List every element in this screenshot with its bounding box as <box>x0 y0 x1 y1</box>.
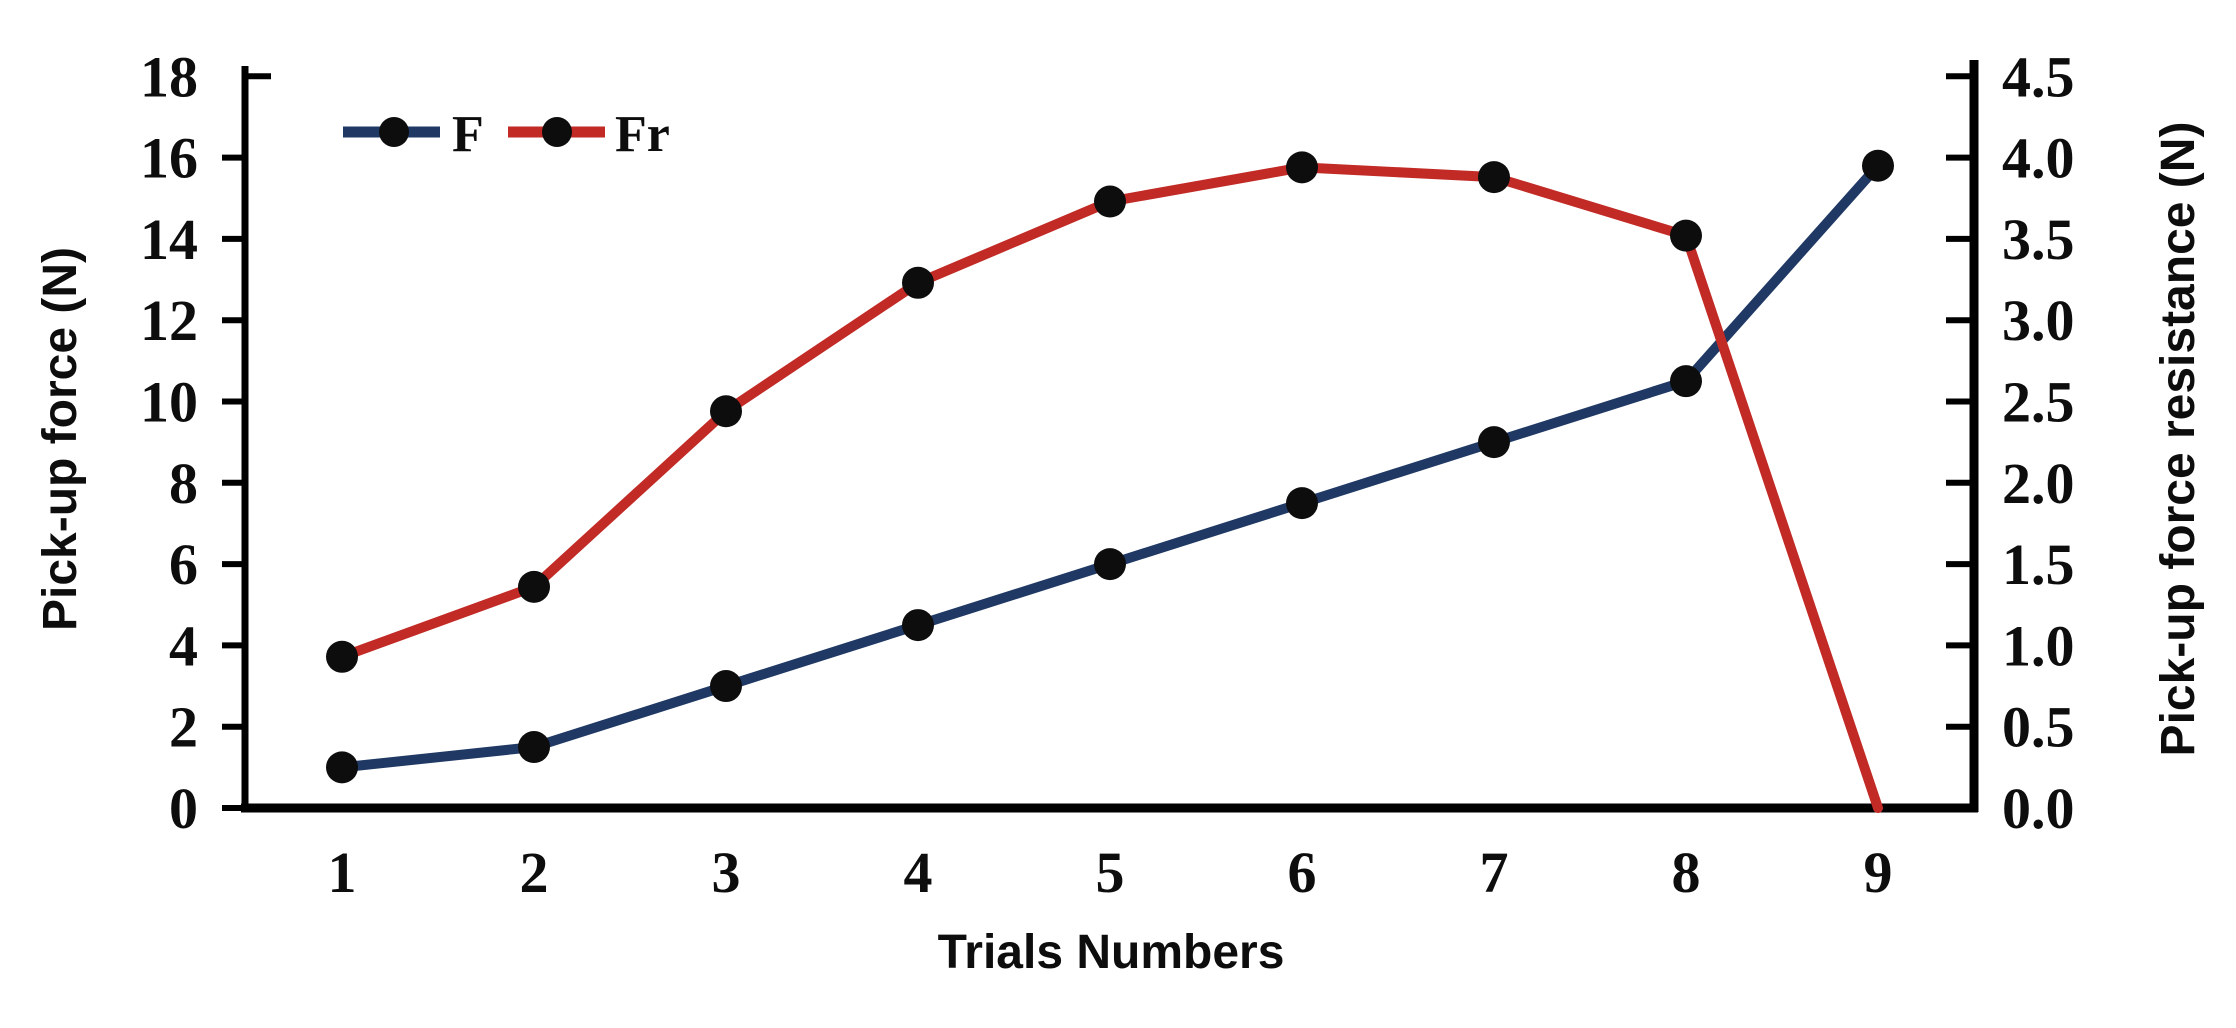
data-point-f-trial-5 <box>1094 548 1126 581</box>
data-point-f-trial-8 <box>1670 365 1702 398</box>
left-axis-tick-label: 0 <box>169 776 198 841</box>
series-group <box>326 149 1894 813</box>
axes-group <box>241 60 1979 813</box>
x-axis-tick-label: 1 <box>328 840 357 905</box>
right-axis-title: Pick-up force resistance (N) <box>2152 122 2205 757</box>
right-axis-tick-label: 4.5 <box>2002 44 2075 109</box>
x-axis-tick-label: 2 <box>520 840 549 905</box>
data-point-fr-trial-8 <box>1670 219 1702 252</box>
data-point-f-trial-3 <box>710 670 742 703</box>
x-axis-tick-label: 5 <box>1096 840 1125 905</box>
ticks-group <box>222 73 1974 811</box>
x-axis-tick-label: 4 <box>904 840 933 905</box>
left-axis-tick-label: 10 <box>140 370 198 435</box>
data-point-fr-trial-2 <box>518 570 550 603</box>
data-point-f-trial-7 <box>1478 426 1510 459</box>
right-axis-tick-label: 2.0 <box>2002 451 2075 516</box>
x-axis-tick-label: 6 <box>1288 840 1317 905</box>
left-axis-title: Pick-up force (N) <box>34 247 87 631</box>
data-point-fr-trial-7 <box>1478 161 1510 194</box>
legend-label-f: F <box>452 106 484 163</box>
left-axis-tick-label: 6 <box>169 532 198 597</box>
data-point-f-trial-6 <box>1286 487 1318 520</box>
tick-labels-group: 0246810121416180.00.51.01.52.02.53.03.54… <box>140 44 2075 905</box>
right-axis-tick-label: 0.0 <box>2002 776 2075 841</box>
right-axis-tick-label: 1.5 <box>2002 532 2075 597</box>
right-axis-tick-label: 1.0 <box>2002 613 2075 678</box>
right-axis-tick-label: 3.5 <box>2002 207 2075 272</box>
right-axis-tick-label: 0.5 <box>2002 695 2075 760</box>
left-axis-tick-label: 12 <box>140 288 198 353</box>
left-axis-tick-label: 2 <box>169 695 198 760</box>
right-axis-tick-label: 2.5 <box>2002 370 2075 435</box>
left-axis-tick-label: 4 <box>169 613 198 678</box>
data-point-fr-trial-5 <box>1094 185 1126 218</box>
data-point-fr-trial-3 <box>710 395 742 428</box>
legend-marker-f <box>379 117 409 147</box>
left-axis-tick-label: 14 <box>140 207 198 272</box>
x-axis-title: Trials Numbers <box>938 926 1285 979</box>
legend-marker-fr <box>542 117 572 147</box>
data-point-fr-trial-1 <box>326 640 358 673</box>
x-axis-tick-label: 9 <box>1864 840 1893 905</box>
legend-label-fr: Fr <box>615 106 670 163</box>
series-line-f <box>337 160 1883 773</box>
x-axis-tick-label: 8 <box>1672 840 1701 905</box>
data-point-fr-trial-6 <box>1286 151 1318 184</box>
right-axis-tick-label: 4.0 <box>2002 126 2075 191</box>
left-axis-tick-label: 8 <box>169 451 198 516</box>
data-point-fr-trial-4 <box>902 266 934 299</box>
data-point-f-trial-2 <box>518 731 550 764</box>
legend: F Fr <box>343 106 670 163</box>
x-axis-tick-label: 7 <box>1480 840 1509 905</box>
data-point-f-trial-4 <box>902 609 934 642</box>
series-line-fr <box>337 162 1883 813</box>
left-axis-tick-label: 16 <box>140 126 198 191</box>
x-axis-tick-label: 3 <box>712 840 741 905</box>
left-axis-tick-label: 18 <box>140 44 198 109</box>
data-point-f-trial-9 <box>1862 149 1894 182</box>
right-axis-tick-label: 3.0 <box>2002 288 2075 353</box>
data-point-f-trial-1 <box>326 751 358 784</box>
